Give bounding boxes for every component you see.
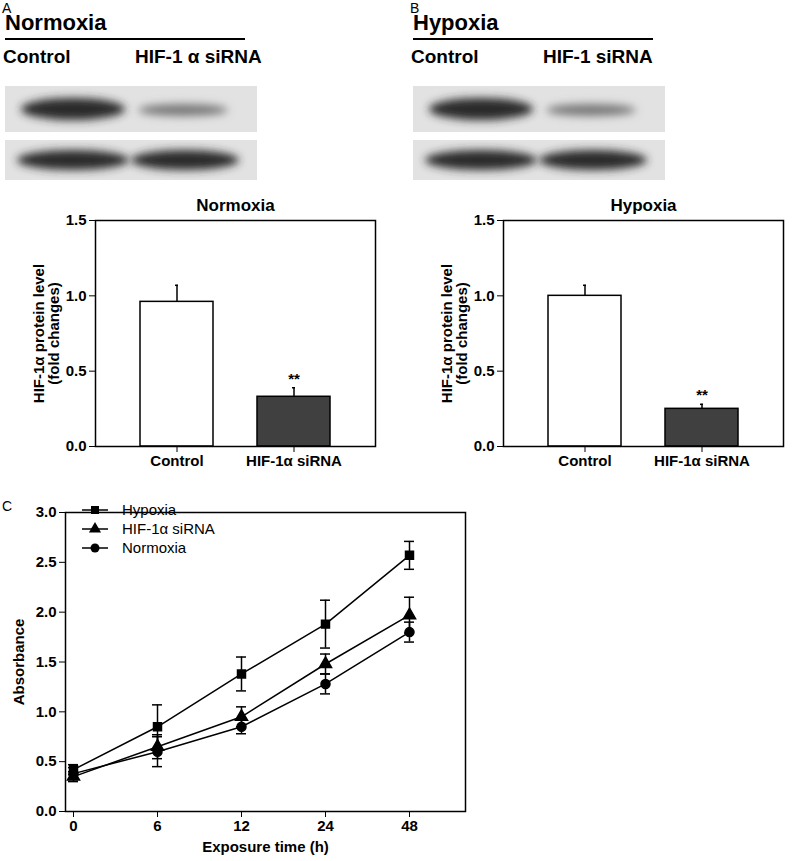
html-text:Hypoxia: Hypoxia [413,10,499,35]
svg-text:0: 0 [69,817,77,834]
svg-text:2.5: 2.5 [36,553,57,570]
svg-text:1.0: 1.0 [36,703,57,720]
html-text:Normoxia: Normoxia [5,10,107,35]
svg-text:HIF-1α protein level(fold chan: HIF-1α protein level(fold changes) [438,264,470,403]
svg-text:HIF-1α protein level(fold chan: HIF-1α protein level(fold changes) [30,264,62,403]
html-text:Hypoxia: Hypoxia [122,501,177,518]
svg-text:HIF-1α siRNA: HIF-1α siRNA [246,452,342,469]
html-text:A: A [2,0,12,16]
svg-text:HIF-1α siRNA: HIF-1α siRNA [654,452,750,469]
svg-text:48: 48 [401,817,418,834]
html-text:Normoxia: Normoxia [122,539,187,556]
svg-text:1.5: 1.5 [66,211,87,228]
svg-text:0.5: 0.5 [66,362,87,379]
svg-text:1.0: 1.0 [474,287,495,304]
svg-text:0.0: 0.0 [36,802,57,819]
html-text:HIF-1α siRNA: HIF-1α siRNA [122,520,215,537]
svg-text:6: 6 [153,817,161,834]
html-text:C: C [2,498,13,514]
svg-text:0.5: 0.5 [474,362,495,379]
svg-text:Normoxia: Normoxia [196,196,275,215]
svg-text:1.0: 1.0 [66,287,87,304]
svg-text:1.5: 1.5 [474,211,495,228]
svg-text:1.5: 1.5 [36,653,57,670]
svg-text:Control: Control [150,452,203,469]
html-text:Control: Control [411,46,479,67]
svg-text:Hypoxia: Hypoxia [610,196,677,215]
svg-text:**: ** [696,386,708,403]
svg-text:24: 24 [317,817,334,834]
html-text:Control: Control [3,46,71,67]
svg-text:**: ** [288,370,300,387]
svg-text:Control: Control [558,452,611,469]
svg-text:0.0: 0.0 [66,437,87,454]
svg-text:Exposure time (h): Exposure time (h) [202,838,329,855]
html-text:HIF-1 α siRNA: HIF-1 α siRNA [135,46,262,67]
svg-text:12: 12 [233,817,250,834]
html-text:HIF-1 siRNA: HIF-1 siRNA [543,46,653,67]
svg-text:3.0: 3.0 [36,503,57,520]
svg-text:Absorbance: Absorbance [10,619,27,706]
svg-text:0.5: 0.5 [36,752,57,769]
svg-text:0.0: 0.0 [474,437,495,454]
svg-text:2.0: 2.0 [36,603,57,620]
html-text:B: B [410,0,420,16]
